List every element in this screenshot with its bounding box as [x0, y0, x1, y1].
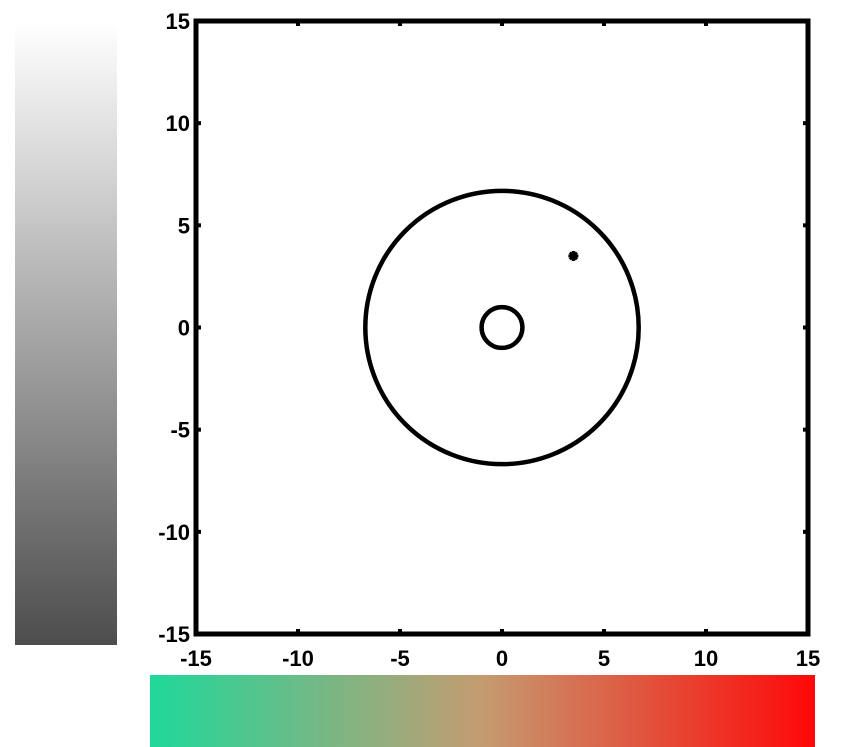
grayscale-colorbar	[15, 22, 117, 645]
outer-circle	[363, 188, 641, 467]
x-tick-label: 10	[694, 646, 718, 671]
data-shapes	[363, 188, 641, 467]
data-points	[568, 250, 579, 261]
y-tick-label: 10	[166, 111, 190, 136]
y-tick-label: -15	[158, 622, 190, 647]
color-gradient-bar	[150, 675, 815, 747]
y-tick-label: 15	[166, 9, 190, 34]
y-tick-labels: -15 -10 -5 0 5 10 15	[158, 9, 190, 647]
x-tick-label: -5	[390, 646, 410, 671]
inner-circle	[479, 304, 525, 351]
data-point	[568, 250, 579, 261]
x-tick-labels: -15 -10 -5 0 5 10 15	[180, 646, 820, 671]
x-tick-label: -15	[180, 646, 212, 671]
x-tick-label: 0	[496, 646, 508, 671]
y-tick-label: -5	[170, 418, 190, 443]
point-stroke	[568, 251, 578, 261]
y-tick-label: 5	[178, 213, 190, 238]
y-tick-label: -10	[158, 520, 190, 545]
x-tick-label: 15	[796, 646, 820, 671]
y-tick-label: 0	[178, 316, 190, 341]
x-tick-label: -10	[282, 646, 314, 671]
tick-marks	[194, 19, 810, 636]
plot-frame	[193, 18, 811, 637]
x-tick-label: 5	[598, 646, 610, 671]
